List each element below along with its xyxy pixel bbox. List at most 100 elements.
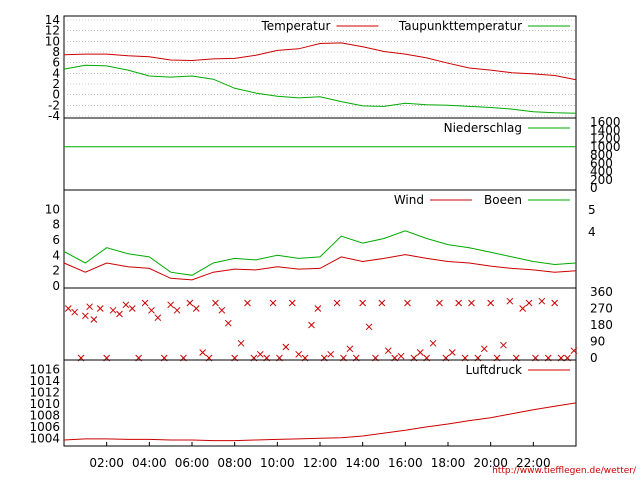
wind-direction-panel-point (359, 299, 367, 307)
wind-direction-panel-point (455, 299, 463, 307)
wind-direction-panel-point (480, 345, 488, 353)
wind-panel-legend-label: Wind (394, 193, 424, 207)
wind-direction-panel-point (506, 297, 514, 305)
wind-panel-tick-label: 0 (52, 279, 60, 293)
wind-direction-panel-point (436, 299, 443, 307)
pressure-panel-tick-label: 1010 (29, 397, 60, 411)
point-stroke-b (525, 299, 533, 307)
wind-direction-panel-point (173, 306, 181, 314)
wind-direction-panel-point (288, 299, 296, 307)
precipitation-panel-tick-label: 800 (590, 148, 613, 162)
wind-direction-panel-point (96, 305, 104, 312)
precipitation-panel-tick-label: 200 (590, 173, 613, 187)
temperature-panel-tick-label: -2 (48, 98, 60, 112)
point-stroke-b (154, 314, 162, 322)
point-stroke-b (359, 299, 367, 307)
point-stroke-b (141, 299, 149, 307)
precipitation-panel-tick-label: 1000 (590, 140, 621, 154)
point-stroke-b (506, 297, 514, 305)
precipitation-panel-legend-label: Niederschlag (444, 121, 522, 135)
wind-panel-right-tick-label: 5 (588, 203, 596, 217)
point-stroke-b (288, 299, 296, 307)
wind-direction-panel-frame (63, 287, 577, 361)
point-stroke-b (122, 301, 130, 309)
wind-direction-panel-point (314, 305, 322, 312)
wind-direction-panel-point (81, 312, 89, 320)
wind-direction-panel-point (116, 310, 123, 318)
wind-direction-panel-point (244, 299, 251, 307)
wind-direction-panel-point (109, 306, 117, 314)
point-stroke-b (384, 347, 392, 355)
wind-direction-panel-point (295, 350, 303, 358)
wind-direction-panel-point (333, 299, 341, 307)
wind-direction-panel-point (269, 299, 277, 307)
point-stroke-b (199, 349, 207, 356)
point-stroke-b (173, 306, 181, 314)
point-stroke-b (71, 308, 79, 316)
wind-direction-panel-point (199, 349, 207, 356)
point-stroke-b (480, 345, 488, 353)
wind-panel-series-0 (63, 254, 577, 281)
wind-direction-panel-point (71, 308, 79, 316)
point-stroke-b (128, 305, 136, 312)
pressure-panel-tick-label: 1014 (29, 374, 60, 388)
point-stroke-b (538, 297, 546, 305)
x-tick-label: 18:00 (431, 456, 466, 470)
temperature-panel-tick-label: 6 (52, 56, 60, 70)
point-stroke-b (487, 299, 495, 307)
pressure-panel-tick-label: 1004 (29, 431, 60, 445)
wind-direction-panel-tick-label: 0 (590, 351, 598, 365)
wind-direction-panel-point (551, 299, 559, 307)
wind-panel-tick-label: 4 (52, 248, 60, 262)
wind-direction-panel-point (122, 301, 130, 309)
wind-direction-panel-point (429, 339, 437, 347)
x-axis: 02:00 04:00 06:00 08:00 10:00 12:00 14:00 16:00… (89, 442, 551, 470)
wind-direction-panel-point (186, 299, 194, 307)
wind-direction-panel-point (154, 314, 162, 322)
wind-direction-panel-point (468, 299, 475, 307)
point-stroke-b (500, 341, 507, 349)
wind-panel-legend-label: Boeen (484, 193, 522, 207)
point-stroke-b (64, 305, 72, 312)
temperature-panel-tick-label: 4 (52, 66, 60, 80)
point-stroke-b (148, 306, 155, 314)
precipitation-panel-tick-label: 0 (590, 181, 598, 195)
temperature-panel-series-1 (63, 64, 577, 114)
point-stroke-b (186, 299, 194, 307)
wind-direction-panel-point (570, 347, 578, 355)
x-tick-label: 08:00 (217, 456, 252, 470)
point-stroke-b (90, 316, 98, 323)
point-stroke-b (327, 350, 335, 358)
temperature-panel-tick-label: 14 (45, 13, 60, 27)
wind-direction-panel-point (416, 349, 424, 356)
point-stroke-b (333, 299, 341, 307)
point-stroke-b (429, 339, 437, 347)
wind-direction-panel-point (167, 301, 175, 309)
pressure-panel-tick-label: 1006 (29, 420, 60, 434)
point-stroke-b (244, 299, 251, 307)
wind-direction-panel-point (148, 306, 155, 314)
point-stroke-b (295, 350, 303, 358)
wind-panel-tick-label: 10 (45, 202, 60, 216)
x-tick-label: 12:00 (303, 456, 338, 470)
wind-direction-panel-point (397, 352, 405, 360)
point-stroke-b (404, 299, 411, 307)
point-stroke-b (308, 321, 315, 329)
pressure-panel-tick-label: 1012 (29, 386, 60, 400)
temperature-panel-tick-label: 0 (52, 88, 60, 102)
precipitation-panel-tick-label: 1400 (590, 123, 621, 137)
wind-direction-panel-point (327, 350, 335, 358)
wind-direction-panel-point (256, 350, 264, 358)
temperature-panel-tick-label: 10 (45, 34, 60, 48)
point-stroke-b (224, 319, 232, 327)
pressure-panel-tick-label: 1008 (29, 408, 60, 422)
wind-direction-panel-point (346, 345, 354, 353)
temperature-panel-series-0 (63, 42, 577, 81)
precipitation-panel-tick-label: 1600 (590, 115, 621, 129)
point-stroke-b (455, 299, 463, 307)
wind-direction-panel-point (192, 305, 200, 312)
point-stroke-b (570, 347, 578, 355)
wind-direction-panel-tick-label: 90 (590, 335, 605, 349)
